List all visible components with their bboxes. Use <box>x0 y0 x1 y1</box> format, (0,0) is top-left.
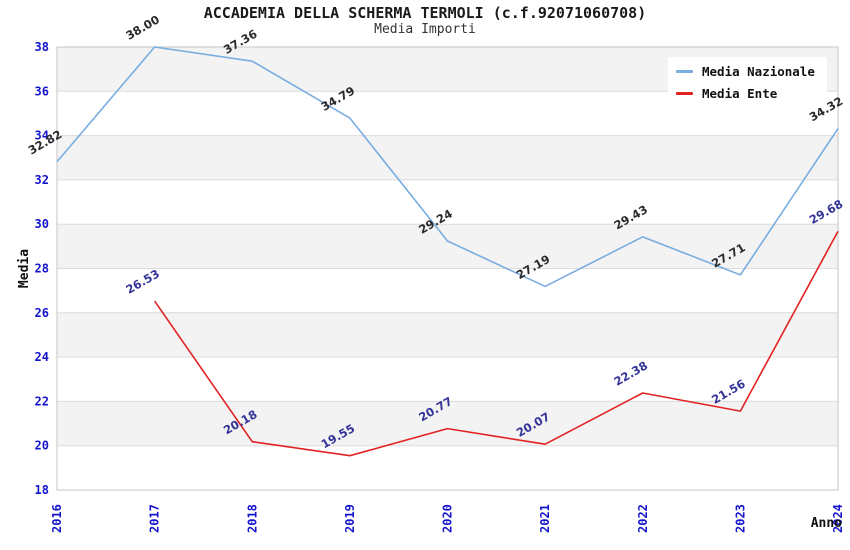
svg-text:32: 32 <box>35 173 49 187</box>
svg-text:2016: 2016 <box>50 504 64 533</box>
legend: Media Nazionale Media Ente <box>668 57 827 108</box>
svg-text:Anno: Anno <box>811 516 842 531</box>
svg-text:2019: 2019 <box>343 504 357 533</box>
svg-text:2023: 2023 <box>733 504 747 533</box>
svg-text:Media: Media <box>17 249 32 288</box>
svg-text:2020: 2020 <box>441 504 455 533</box>
svg-text:30: 30 <box>35 217 49 231</box>
media-ente-line-marker <box>676 92 693 95</box>
svg-text:22.38: 22.38 <box>611 358 650 388</box>
svg-text:38: 38 <box>35 40 49 54</box>
media-nazionale-line-marker <box>676 70 693 73</box>
chart-title: ACCADEMIA DELLA SCHERMA TERMOLI (c.f.920… <box>203 4 647 22</box>
svg-text:34: 34 <box>35 129 49 143</box>
svg-text:18: 18 <box>35 483 49 497</box>
svg-text:20: 20 <box>35 439 49 453</box>
legend-label-media-ente: Media Ente <box>702 86 778 101</box>
svg-text:26: 26 <box>35 306 49 320</box>
svg-text:28: 28 <box>35 262 49 276</box>
svg-text:24: 24 <box>35 350 49 364</box>
chart-subtitle: Media Importi <box>374 22 476 37</box>
svg-text:22: 22 <box>35 394 49 408</box>
svg-text:26.53: 26.53 <box>123 266 162 296</box>
svg-text:36: 36 <box>35 84 49 98</box>
svg-text:2024: 2024 <box>831 504 845 533</box>
svg-text:2018: 2018 <box>245 504 259 533</box>
svg-text:29.68: 29.68 <box>807 197 846 227</box>
svg-text:2021: 2021 <box>538 504 552 533</box>
svg-text:2022: 2022 <box>636 504 650 533</box>
svg-text:2017: 2017 <box>148 504 162 533</box>
legend-label-media-nazionale: Media Nazionale <box>702 64 815 79</box>
legend-item-media-nazionale: Media Nazionale <box>676 64 815 79</box>
legend-item-media-ente: Media Ente <box>676 86 815 101</box>
